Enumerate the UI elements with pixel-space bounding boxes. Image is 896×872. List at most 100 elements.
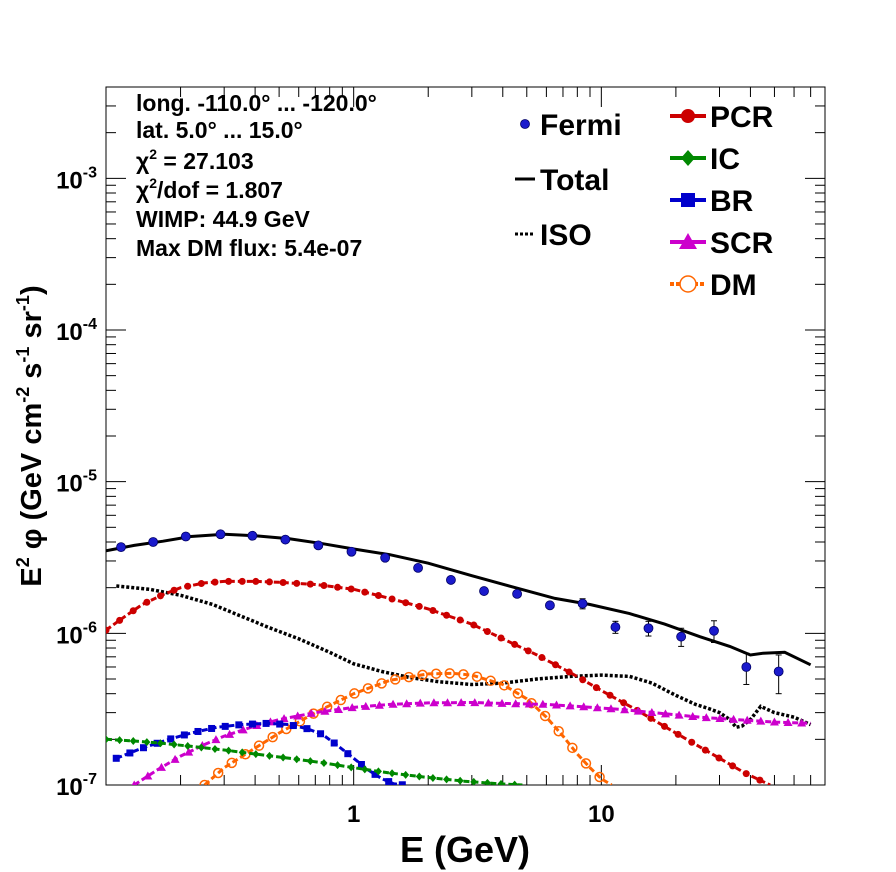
series-dm-marker [349, 688, 360, 699]
series-ic-marker [511, 780, 519, 785]
legend-br-swatch [681, 193, 695, 207]
series-pcr-marker [592, 684, 600, 692]
series-pcr-marker [538, 654, 546, 662]
legend-scr-swatch [679, 233, 697, 249]
series-br-marker [221, 722, 229, 730]
series-scr-marker [320, 706, 330, 715]
series-pcr-marker [279, 579, 287, 587]
x-tick-label: 1 [347, 801, 360, 828]
series-ic-marker [374, 767, 382, 776]
series-dm-marker [539, 710, 551, 722]
y-tick-exp: -5 [83, 468, 97, 485]
y-tick-exp: -7 [83, 771, 97, 788]
series-dm-marker [498, 680, 510, 691]
series-ic-marker [116, 736, 124, 745]
series-pcr-marker [756, 776, 764, 784]
series-pcr-marker [388, 595, 396, 603]
series-dm-marker [267, 731, 278, 743]
series-br-marker [248, 720, 256, 728]
info-line-latitude: lat. 5.0° ... 15.0° [136, 117, 303, 143]
legend-right: PCR IC BR SCR DM [670, 101, 774, 302]
fermi-point [709, 625, 719, 636]
y-tick-exp: -4 [83, 316, 97, 333]
series-ic-marker [143, 738, 151, 747]
series-pcr-marker [579, 676, 587, 684]
legend-iso-label: ISO [540, 219, 592, 252]
series-scr-marker [769, 717, 779, 726]
series-ic-marker [443, 775, 451, 784]
legend-pcr-swatch [681, 109, 695, 123]
series-scr-marker [797, 718, 807, 727]
series-ic-marker [238, 748, 246, 757]
series-dm-marker [458, 669, 469, 680]
series-pcr-marker [565, 668, 573, 676]
series-br-marker [112, 754, 120, 762]
series-ic-marker [306, 757, 314, 766]
series-ic-marker [156, 739, 164, 748]
fermi-point [773, 666, 784, 677]
series-ic-marker [197, 743, 205, 752]
fermi-point [446, 575, 456, 585]
series-pcr-line [106, 579, 771, 785]
series-pcr-marker [415, 602, 423, 610]
series-scr-marker [402, 699, 412, 708]
series-pcr-marker [129, 607, 137, 615]
series-br-marker [235, 721, 243, 729]
legend-scr-label: SCR [710, 227, 774, 260]
series-scr-marker [538, 699, 548, 708]
series-scr-marker [293, 711, 303, 720]
series-br-marker [371, 770, 379, 778]
series-scr-marker [742, 715, 752, 724]
series-br-marker [357, 761, 365, 769]
fermi-point [116, 542, 126, 553]
legend-fermi-label: Fermi [540, 109, 622, 142]
y-label-end: ) [16, 285, 48, 295]
legend-ic-swatch [681, 150, 695, 166]
chi2-sup: 2 [149, 146, 157, 162]
y-label-mid3: sr [16, 311, 48, 346]
series-scr-marker [388, 699, 398, 708]
series-scr-marker [184, 747, 194, 756]
series-ic-marker [483, 778, 491, 785]
series-scr-marker [279, 714, 289, 723]
series-dm-marker [430, 668, 442, 679]
series-scr-marker [633, 706, 643, 715]
series-ic-marker [497, 779, 505, 785]
series-scr-marker [483, 698, 493, 707]
series-dm-marker [253, 740, 265, 751]
series-pcr-marker [429, 606, 437, 614]
series-br-marker [317, 730, 325, 738]
series-br-marker [330, 739, 338, 747]
series-dm-marker [199, 779, 210, 785]
series-br-marker [126, 749, 134, 757]
series-scr-marker [715, 714, 725, 723]
series-ic-marker [293, 755, 301, 764]
series-ic-marker [265, 751, 273, 760]
info-block: long. -110.0° ... -120.0° lat. 5.0° ... … [136, 90, 377, 261]
series-group [106, 532, 812, 785]
chi2-value: = 27.103 [157, 148, 254, 174]
series-dm-marker [471, 671, 483, 682]
series-pcr-marker [524, 647, 532, 655]
y-axis-label: E2 φ (GeV cm-2 s-1 sr-1) [13, 285, 48, 586]
fermi-point [741, 662, 752, 672]
series-scr-marker [211, 735, 221, 744]
series-ic-marker [320, 759, 328, 768]
series-pcr-marker [265, 578, 273, 586]
info-line-maxdm: Max DM flux: 5.4e-07 [136, 235, 362, 261]
series-pcr-marker [320, 582, 328, 590]
series-ic-marker [429, 774, 437, 783]
fermi-point [545, 600, 555, 611]
series-ic-marker [184, 741, 192, 750]
x-tick-label: 10 [588, 801, 615, 828]
series-scr-marker [729, 714, 739, 723]
series-dm-marker [580, 758, 592, 769]
series-scr-marker [306, 708, 316, 717]
series-pcr-marker [116, 616, 124, 624]
fermi-point [180, 531, 191, 542]
legend-pcr-label: PCR [710, 101, 774, 134]
y-tick-label: 10-5 [56, 468, 97, 498]
series-pcr-marker [347, 585, 355, 593]
series-br-marker [289, 722, 297, 730]
series-dm-marker [390, 674, 401, 685]
